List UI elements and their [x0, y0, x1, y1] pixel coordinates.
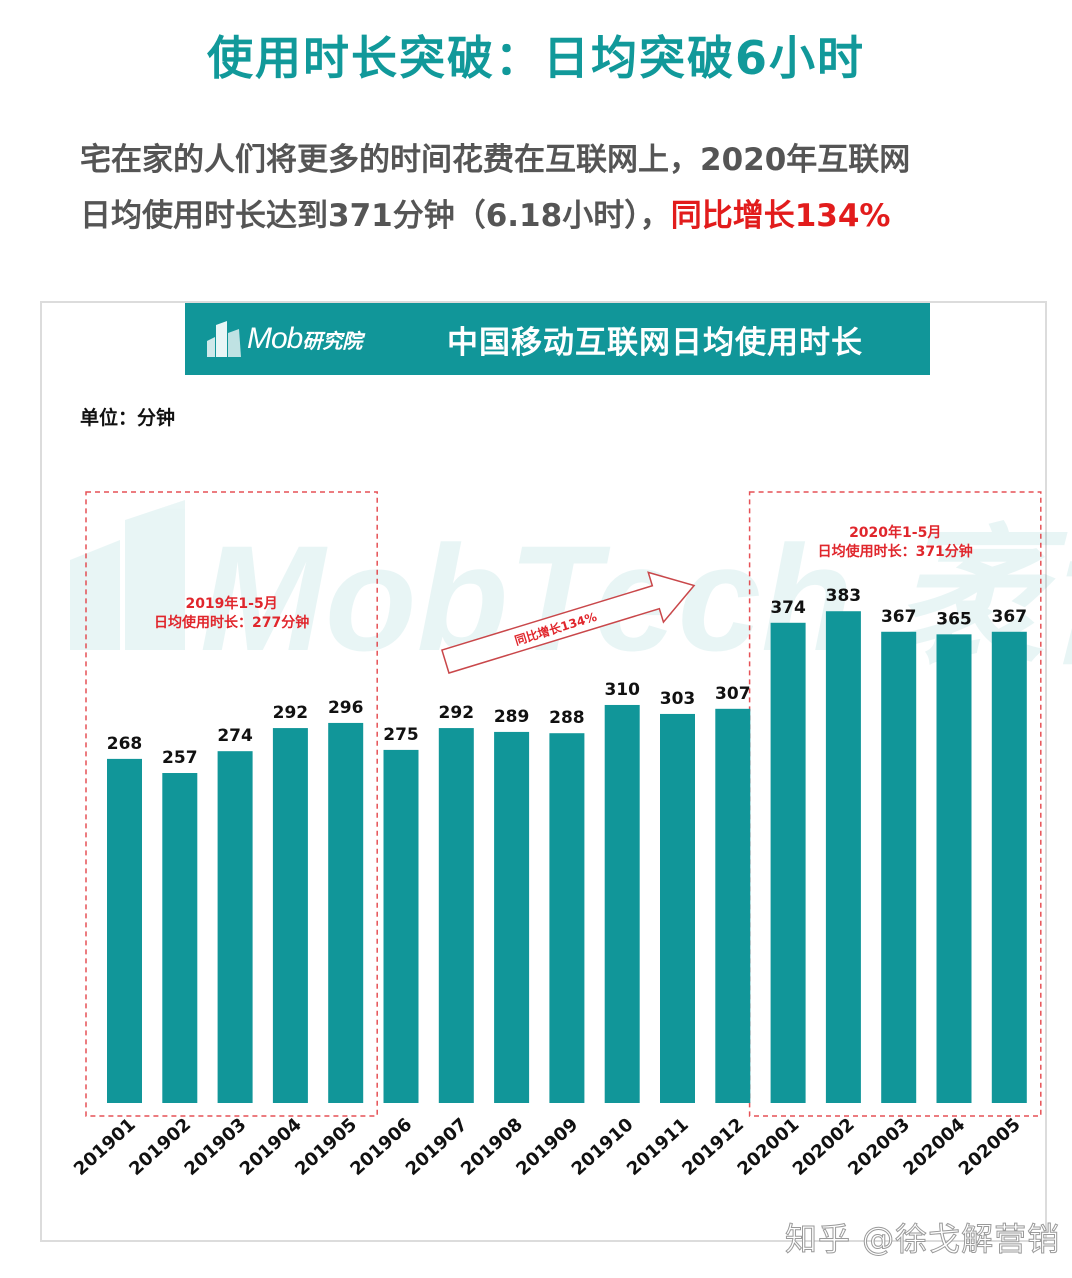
value-label-201901: 268	[107, 734, 143, 754]
bar-201911	[660, 713, 695, 1103]
logo-suffix: 研究院	[302, 328, 363, 353]
chart-title: 中国移动互联网日均使用时长	[447, 325, 863, 361]
value-label-201907: 292	[439, 703, 475, 723]
bar-201912	[715, 708, 751, 1103]
bar-202001	[770, 622, 806, 1103]
value-label-201908: 289	[494, 707, 530, 727]
bar-201910	[604, 704, 640, 1103]
annotation-value-2: 日均使用时长：371分钟	[818, 543, 973, 560]
bar-201904	[272, 728, 308, 1103]
arrow-icon	[441, 571, 696, 674]
logo-text: Mob	[247, 322, 303, 355]
subtitle-line-1: 宅在家的人们将更多的时间花费在互联网上，2020年互联网	[80, 142, 911, 178]
value-label-201902: 257	[162, 748, 198, 768]
value-label-202005: 367	[992, 607, 1028, 627]
value-label-202004: 365	[936, 609, 972, 629]
page-title: 使用时长突破：日均突破6小时	[206, 31, 865, 85]
zhihu-watermark: 知乎 @徐戈解营销	[784, 1220, 1061, 1259]
value-label-201910: 310	[604, 680, 640, 700]
value-label-201911: 303	[660, 689, 696, 709]
value-label-201904: 292	[273, 703, 309, 723]
annotation-box-1	[85, 491, 378, 1117]
bar-202003	[881, 631, 917, 1103]
annotation-title-2: 2020年1-5月	[849, 524, 941, 541]
bar-202002	[825, 611, 861, 1103]
bar-201906	[383, 749, 419, 1103]
subtitle-line-2-text: 日均使用时长达到371分钟（6.18小时），	[80, 198, 671, 234]
bar-202004	[936, 634, 972, 1103]
value-label-202003: 367	[881, 607, 917, 627]
bar-201908	[494, 731, 530, 1103]
building-logo-icon	[207, 321, 241, 357]
chart-header-band: Mob 研究院 中国移动互联网日均使用时长	[185, 303, 930, 375]
bar-201907	[438, 728, 474, 1103]
value-label-202001: 374	[770, 598, 806, 618]
annotation-value-1: 日均使用时长：277分钟	[154, 614, 309, 631]
value-label-201909: 288	[549, 708, 585, 728]
value-label-201912: 307	[715, 684, 751, 704]
annotation-box-2	[748, 491, 1042, 1117]
subtitle-line-2: 日均使用时长达到371分钟（6.18小时），同比增长134%	[80, 190, 890, 235]
value-label-201903: 274	[217, 726, 253, 746]
bar-201905	[328, 722, 364, 1103]
category-label-202005: 202005	[955, 1114, 1025, 1180]
value-label-201906: 275	[383, 725, 419, 745]
bar-201903	[217, 751, 253, 1103]
bar-201909	[549, 733, 585, 1103]
bar-202005	[991, 631, 1027, 1103]
bar-201901	[107, 758, 142, 1103]
chart-frame	[40, 301, 1047, 1242]
value-label-201905: 296	[328, 698, 364, 718]
growth-highlight: 同比增长134%	[670, 198, 891, 234]
unit-label: 单位：分钟	[80, 407, 176, 429]
mob-research-logo: Mob 研究院	[205, 317, 362, 361]
value-label-202002: 383	[826, 586, 862, 606]
bar-201902	[162, 773, 198, 1103]
annotation-title-1: 2019年1-5月	[185, 595, 277, 612]
